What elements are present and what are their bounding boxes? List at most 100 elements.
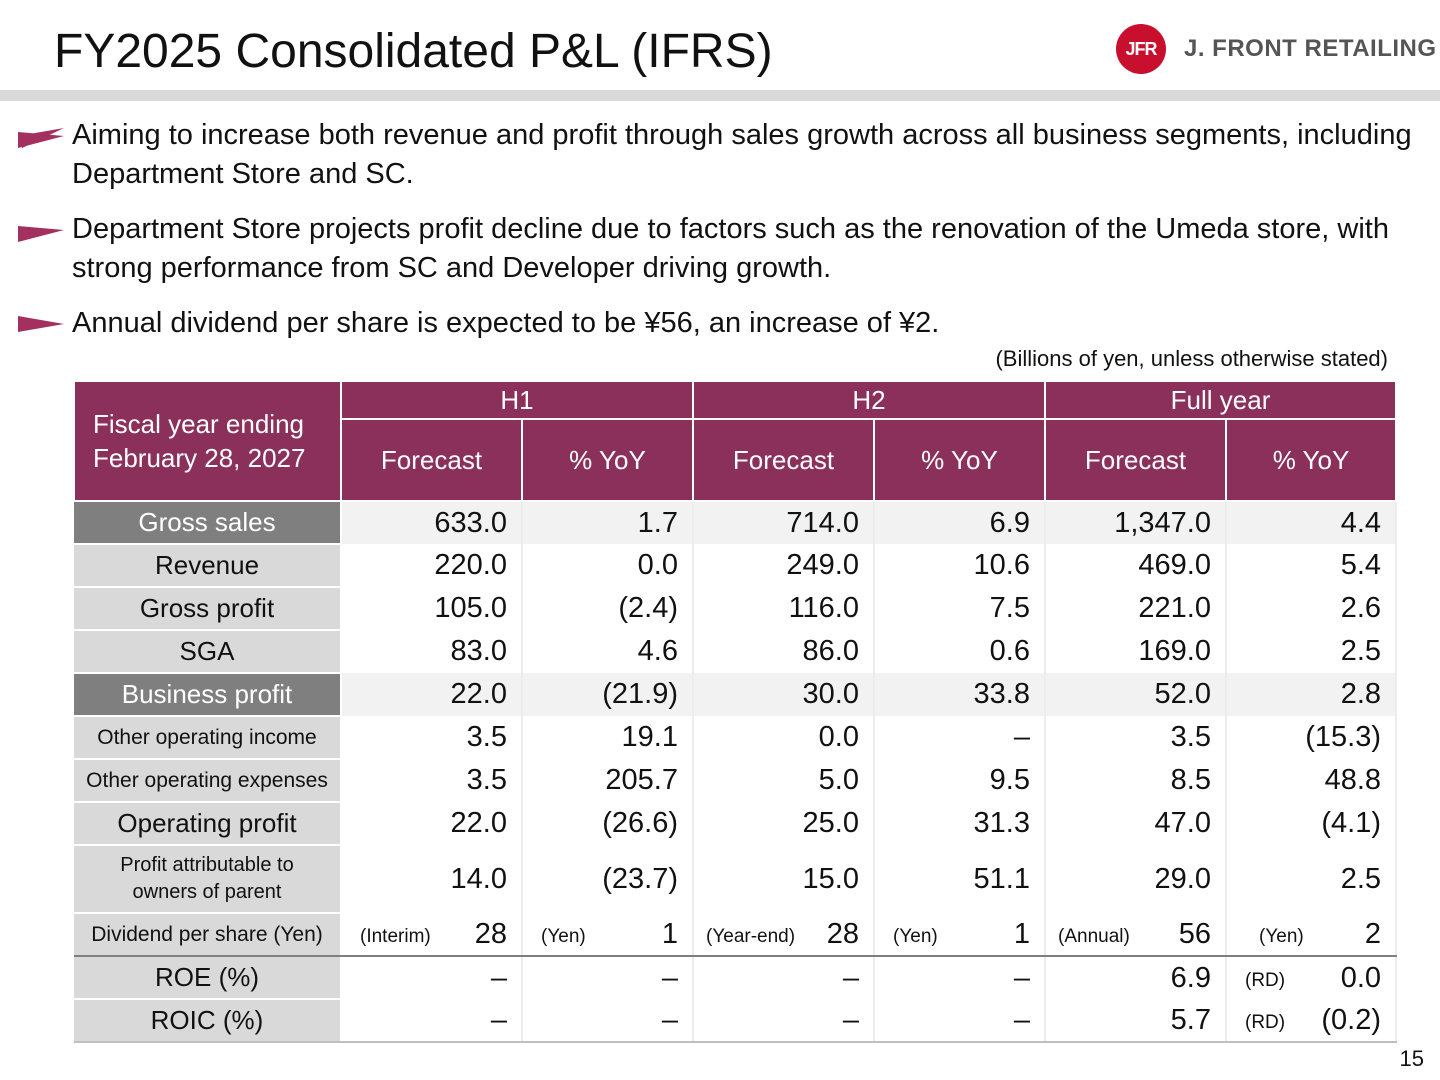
table-cell: 22.0 [341, 802, 523, 845]
table-row: Profit attributable to owners of parent … [74, 845, 1398, 914]
row-label: Gross profit [74, 587, 342, 631]
table-cell: 19.1 [522, 716, 694, 759]
table-cell: – [341, 956, 523, 999]
table-cell: 83.0 [341, 630, 523, 673]
column-header: Forecast [692, 418, 875, 502]
table-cell: 2.5 [1226, 630, 1398, 673]
row-label-line: owners of parent [132, 881, 282, 903]
table-cell: 31.3 [874, 802, 1046, 845]
table-cell: (RD) (0.2) [1226, 999, 1398, 1043]
cell-value: 1 [661, 917, 678, 950]
table-cell: 220.0 [341, 544, 523, 587]
table-cell: 6.9 [874, 501, 1046, 544]
cell-tag: (Yen) [541, 925, 586, 947]
table-row: ROIC (%) – – – – 5.7 (RD) (0.2) [74, 999, 1398, 1043]
period-header-h2: H2 [692, 380, 1046, 420]
table-row: SGA 83.0 4.6 86.0 0.6 169.0 2.5 [74, 630, 1398, 674]
cell-tag: (Annual) [1058, 925, 1130, 947]
table-cell: (Interim) 28 [341, 913, 523, 957]
table-cell: 5.0 [693, 759, 875, 802]
table-cell: 249.0 [693, 544, 875, 587]
cell-tag: (Interim) [360, 925, 431, 947]
table-row: Other operating expenses 3.5 205.7 5.0 9… [74, 759, 1398, 803]
cell-value: (0.2) [1321, 1003, 1382, 1036]
table-cell: – [522, 999, 694, 1043]
column-header: % YoY [873, 418, 1046, 502]
table-cell: 169.0 [1045, 630, 1227, 673]
table-cell: (23.7) [522, 845, 694, 913]
table-cell: (15.3) [1226, 716, 1398, 759]
table-cell: 205.7 [522, 759, 694, 802]
table-cell: 22.0 [341, 673, 523, 716]
row-label-line: Profit attributable to [120, 854, 294, 876]
table-cell: 1,347.0 [1045, 501, 1227, 544]
row-label: Profit attributable to owners of parent [74, 845, 342, 914]
row-label: Dividend per share (Yen) [74, 913, 342, 957]
table-cell: 86.0 [693, 630, 875, 673]
table-row: Business profit 22.0 (21.9) 30.0 33.8 52… [74, 673, 1398, 717]
arrow-bullet-icon [18, 128, 64, 148]
table-cell: 3.5 [341, 716, 523, 759]
table-cell: – [874, 999, 1046, 1043]
row-label: SGA [74, 630, 342, 674]
table-cell: 633.0 [341, 501, 523, 544]
company-logo: JFR J. FRONT RETAILING [1116, 24, 1437, 74]
row-label: Other operating expenses [74, 759, 342, 803]
table-cell: 4.6 [522, 630, 694, 673]
cell-value: 1 [1013, 917, 1030, 950]
table-cell: (Yen) 2 [1226, 913, 1398, 957]
row-label: Operating profit [74, 802, 342, 846]
table-row: Operating profit 22.0 (26.6) 25.0 31.3 4… [74, 802, 1398, 846]
table-cell: 221.0 [1045, 587, 1227, 630]
page-number: 15 [1399, 1046, 1424, 1071]
cell-tag: (Yen) [893, 925, 938, 947]
table-cell: – [874, 716, 1046, 759]
table-cell: – [693, 956, 875, 999]
cell-tag: (RD) [1245, 1011, 1286, 1033]
table-cell: 25.0 [693, 802, 875, 845]
unit-note: (Billions of yen, unless otherwise state… [995, 346, 1388, 371]
period-header-full-year: Full year [1043, 380, 1398, 420]
table-cell: 6.9 [1045, 956, 1227, 999]
table-cell: 33.8 [874, 673, 1046, 716]
table-row: Revenue 220.0 0.0 249.0 10.6 469.0 5.4 [74, 544, 1398, 588]
table-corner-header: Fiscal year ending February 28, 2027 [73, 380, 342, 502]
table-row: Other operating income 3.5 19.1 0.0 – 3.… [74, 716, 1398, 760]
bullet-list: Aiming to increase both revenue and prof… [18, 116, 1428, 359]
table-cell: 15.0 [693, 845, 875, 913]
table-cell: 51.1 [874, 845, 1046, 913]
table-cell: 714.0 [693, 501, 875, 544]
table-cell: (21.9) [522, 673, 694, 716]
cell-value: 28 [826, 917, 859, 950]
table-cell: 52.0 [1045, 673, 1227, 716]
column-header: Forecast [1044, 418, 1227, 502]
bullet-text: Annual dividend per share is expected to… [72, 307, 940, 339]
table-cell: (Annual) 56 [1045, 913, 1227, 957]
table-cell: 29.0 [1045, 845, 1227, 913]
bullet-item: Aiming to increase both revenue and prof… [18, 116, 1428, 194]
table-row: Gross profit 105.0 (2.4) 116.0 7.5 221.0… [74, 587, 1398, 631]
table-cell: 469.0 [1045, 544, 1227, 587]
cell-tag: (Year-end) [706, 925, 796, 947]
bullet-item: Annual dividend per share is expected to… [18, 304, 1428, 343]
table-cell: 10.6 [874, 544, 1046, 587]
row-label: ROIC (%) [74, 999, 342, 1043]
arrow-bullet-icon [18, 316, 64, 332]
table-row: ROE (%) – – – – 6.9 (RD) 0.0 [74, 956, 1398, 1000]
table-cell: 2.8 [1226, 673, 1398, 716]
cell-value: 0.0 [1340, 961, 1382, 994]
table-cell: (Yen) 1 [874, 913, 1046, 957]
table-cell: 4.4 [1226, 501, 1398, 544]
cell-tag: (Yen) [1259, 925, 1304, 947]
column-header: Forecast [340, 418, 523, 502]
table-cell: 1.7 [522, 501, 694, 544]
row-label: Revenue [74, 544, 342, 588]
table-cell: 30.0 [693, 673, 875, 716]
table-cell: 0.0 [693, 716, 875, 759]
cell-tag: (RD) [1245, 969, 1286, 991]
table-cell: 116.0 [693, 587, 875, 630]
cell-value: 56 [1178, 917, 1211, 950]
company-name: J. FRONT RETAILING [1184, 35, 1437, 62]
table-cell: 5.4 [1226, 544, 1398, 587]
table-cell: 14.0 [341, 845, 523, 913]
